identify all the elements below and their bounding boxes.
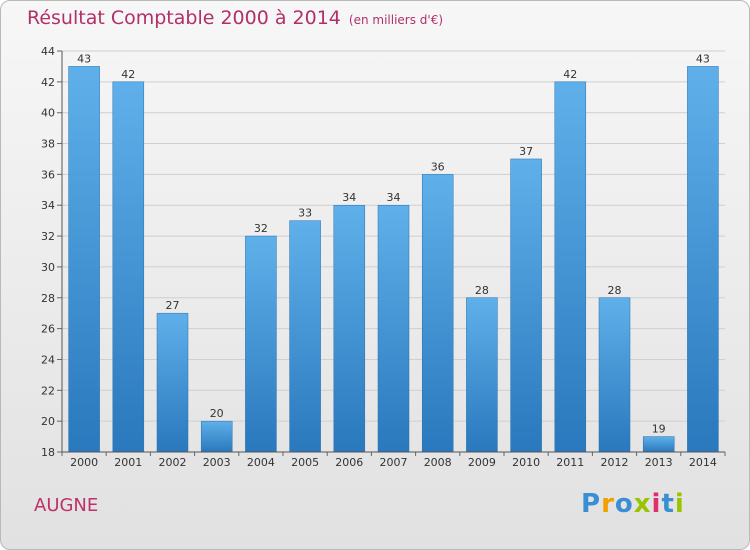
bar xyxy=(68,66,100,453)
logo-letter: i xyxy=(674,489,685,519)
bar xyxy=(510,158,542,453)
x-tick-label: 2014 xyxy=(689,456,717,469)
y-tick-label: 42 xyxy=(41,76,55,89)
data-label: 37 xyxy=(519,145,533,158)
bar xyxy=(598,297,631,453)
data-label: 20 xyxy=(210,407,224,420)
x-tick-label: 2004 xyxy=(247,456,275,469)
bar xyxy=(421,174,454,453)
logo-letter: r xyxy=(601,489,615,519)
title-row: Résultat Comptable 2000 à 2014 (en millie… xyxy=(27,7,443,29)
data-label: 42 xyxy=(121,68,135,81)
y-tick-label: 32 xyxy=(41,230,55,243)
logo-letter: P xyxy=(581,489,602,519)
data-label: 43 xyxy=(696,52,710,65)
data-label: 32 xyxy=(254,222,268,235)
proxiti-logo: Proxiti xyxy=(581,489,685,519)
x-tick-label: 2008 xyxy=(424,456,452,469)
town-name: AUGNE xyxy=(34,495,99,516)
unit-label: (en milliers d'€) xyxy=(348,13,444,27)
x-tick-label: 2013 xyxy=(645,456,673,469)
x-tick-label: 2007 xyxy=(380,456,408,469)
y-tick-label: 40 xyxy=(41,107,55,120)
y-tick-label: 28 xyxy=(41,292,55,305)
chart-title: Résultat Comptable 2000 à 2014 xyxy=(27,7,341,29)
bar xyxy=(466,297,498,453)
bar xyxy=(377,204,410,453)
bar xyxy=(642,436,675,453)
bar xyxy=(554,81,587,453)
x-tick-label: 2001 xyxy=(114,456,142,469)
y-tick-label: 44 xyxy=(41,45,55,58)
data-label: 28 xyxy=(608,284,622,297)
bar xyxy=(156,312,189,453)
data-label: 33 xyxy=(298,207,312,220)
logo-letter: i xyxy=(651,489,662,519)
y-tick-label: 30 xyxy=(41,261,55,274)
y-tick-label: 26 xyxy=(41,323,55,336)
x-tick-label: 2010 xyxy=(512,456,540,469)
data-label: 36 xyxy=(431,160,445,173)
data-label: 19 xyxy=(652,423,666,436)
x-tick-label: 2012 xyxy=(601,456,629,469)
data-label: 43 xyxy=(77,52,91,65)
data-label: 27 xyxy=(166,299,180,312)
y-tick-label: 22 xyxy=(41,384,55,397)
bar xyxy=(245,235,277,453)
x-tick-label: 2005 xyxy=(291,456,319,469)
logo-letter: x xyxy=(633,489,652,519)
x-tick-label: 2011 xyxy=(556,456,584,469)
y-tick-label: 34 xyxy=(41,199,55,212)
y-tick-label: 38 xyxy=(41,138,55,151)
bar xyxy=(112,81,145,453)
y-tick-label: 36 xyxy=(41,168,55,181)
x-tick-label: 2009 xyxy=(468,456,496,469)
bar xyxy=(687,66,719,453)
data-label: 28 xyxy=(475,284,489,297)
y-tick-label: 24 xyxy=(41,353,55,366)
x-tick-label: 2003 xyxy=(203,456,231,469)
x-tick-label: 2006 xyxy=(335,456,363,469)
logo-letter: t xyxy=(661,489,675,519)
y-tick-label: 18 xyxy=(41,446,55,459)
data-label: 34 xyxy=(342,191,356,204)
bar xyxy=(200,420,233,453)
bar xyxy=(289,220,321,453)
data-label: 42 xyxy=(563,68,577,81)
data-label: 34 xyxy=(387,191,401,204)
x-tick-label: 2000 xyxy=(70,456,98,469)
x-tick-label: 2002 xyxy=(159,456,187,469)
logo-letter: o xyxy=(614,489,634,519)
y-tick-label: 20 xyxy=(41,415,55,428)
bar xyxy=(333,204,366,453)
